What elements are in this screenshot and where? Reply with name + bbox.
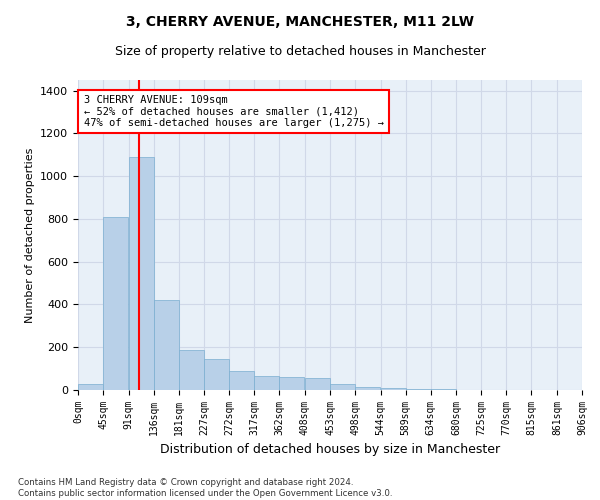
Bar xyxy=(280,377,304,390)
Bar xyxy=(330,384,355,390)
Bar xyxy=(154,300,179,390)
Bar xyxy=(229,371,254,390)
Bar xyxy=(380,388,406,390)
X-axis label: Distribution of detached houses by size in Manchester: Distribution of detached houses by size … xyxy=(160,444,500,456)
Bar xyxy=(103,217,128,390)
Bar xyxy=(78,384,103,390)
Bar xyxy=(355,387,380,390)
Bar xyxy=(406,389,431,390)
Text: 3 CHERRY AVENUE: 109sqm
← 52% of detached houses are smaller (1,412)
47% of semi: 3 CHERRY AVENUE: 109sqm ← 52% of detache… xyxy=(83,95,383,128)
Bar xyxy=(254,376,280,390)
Bar xyxy=(179,350,204,390)
Bar xyxy=(204,359,229,390)
Bar xyxy=(128,157,154,390)
Text: Contains HM Land Registry data © Crown copyright and database right 2024.
Contai: Contains HM Land Registry data © Crown c… xyxy=(18,478,392,498)
Y-axis label: Number of detached properties: Number of detached properties xyxy=(25,148,35,322)
Text: Size of property relative to detached houses in Manchester: Size of property relative to detached ho… xyxy=(115,45,485,58)
Bar xyxy=(305,378,330,390)
Text: 3, CHERRY AVENUE, MANCHESTER, M11 2LW: 3, CHERRY AVENUE, MANCHESTER, M11 2LW xyxy=(126,15,474,29)
